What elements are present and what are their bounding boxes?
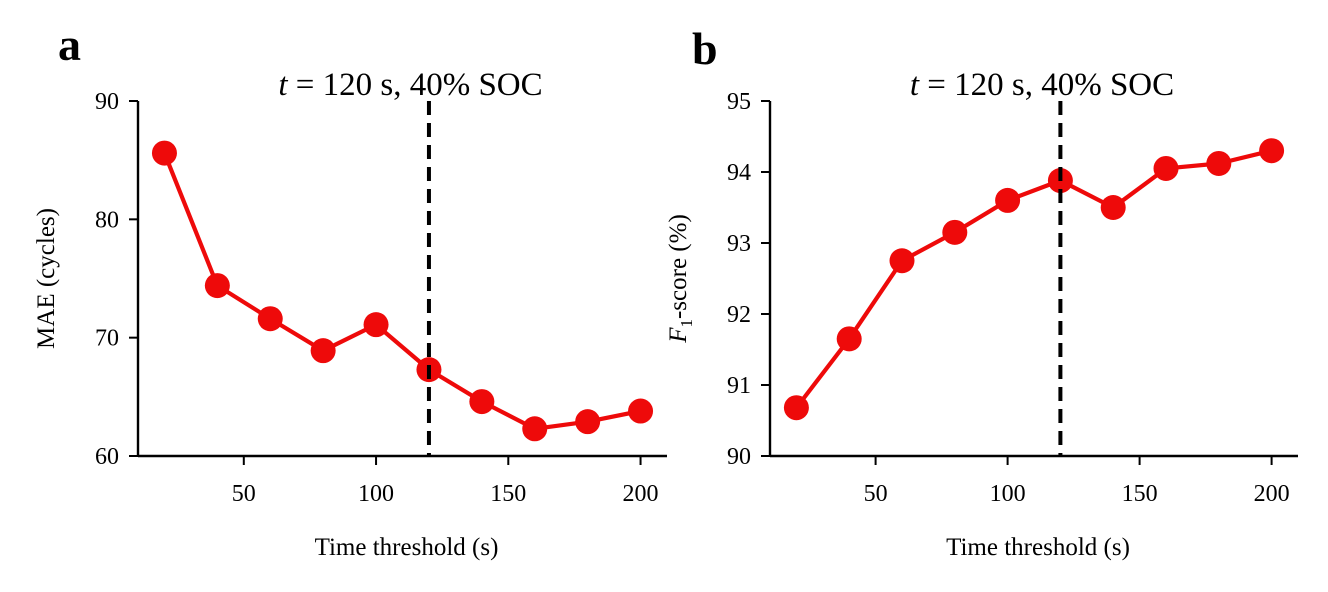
y-tick-label: 91 — [727, 373, 751, 399]
data-point — [995, 187, 1021, 213]
data-point — [1153, 155, 1179, 181]
x-axis-label: Time threshold (s) — [946, 534, 1130, 561]
y-tick-label: 90 — [95, 89, 119, 115]
series-line — [794, 148, 1273, 409]
chart-title-var: t — [278, 67, 288, 103]
x-tick-label: 50 — [864, 481, 888, 507]
y-tick-label: 93 — [727, 231, 751, 257]
data-point — [783, 395, 809, 421]
data-point — [363, 312, 389, 338]
y-tick-label: 70 — [95, 326, 119, 352]
x-tick-label: 150 — [1122, 481, 1158, 507]
x-tick-label: 50 — [232, 481, 256, 507]
chart-title: t = 120 s, 40% SOC — [910, 67, 1174, 103]
y-tick-label: 80 — [95, 207, 119, 233]
y-tick-label: 94 — [727, 160, 751, 186]
data-point — [942, 219, 968, 245]
chart-panel-b: b 50 100 150 200 90 91 92 93 94 95 Time threshold (… — [665, 23, 1298, 561]
chart-title-rest: = 120 s, 40% SOC — [288, 67, 543, 103]
data-point — [204, 273, 230, 299]
chart-title: t = 120 s, 40% SOC — [278, 67, 542, 103]
x-tick-label: 100 — [990, 481, 1026, 507]
panel-letter: b — [692, 23, 718, 74]
data-point — [1206, 150, 1232, 176]
y-axis-label-rest: -score (%) — [665, 214, 692, 319]
chart-title-var: t — [910, 67, 920, 103]
x-axis-label: Time threshold (s) — [315, 534, 499, 561]
data-point — [522, 416, 548, 442]
x-tick-label: 100 — [358, 481, 394, 507]
data-point — [889, 248, 915, 274]
y-tick-label: 60 — [95, 444, 119, 470]
data-point — [1259, 138, 1285, 164]
y-axis-label-var: F — [665, 327, 692, 344]
y-axis-label-sub: 1 — [677, 319, 696, 328]
data-point — [151, 140, 177, 166]
x-tick-label: 200 — [1254, 481, 1290, 507]
y-tick-label: 95 — [727, 89, 751, 115]
x-tick-label: 150 — [490, 481, 526, 507]
y-axis-label: F1-score (%) — [665, 214, 696, 344]
data-point — [1100, 195, 1126, 220]
series-line — [162, 152, 641, 431]
y-tick-label: 90 — [727, 444, 751, 470]
chart-title-rest: = 120 s, 40% SOC — [919, 67, 1174, 103]
data-point — [575, 409, 601, 435]
x-tick-label: 200 — [623, 481, 659, 507]
data-point — [628, 398, 654, 424]
data-point — [469, 389, 495, 415]
chart-panel-a: a 50 100 150 200 60 70 80 90 Time threshold (s) MA… — [33, 19, 667, 561]
y-tick-label: 92 — [727, 302, 751, 328]
data-point — [836, 326, 862, 352]
data-point — [257, 306, 283, 332]
y-axis-label: MAE (cycles) — [33, 208, 60, 349]
panel-letter: a — [58, 19, 81, 70]
data-point — [310, 338, 336, 364]
